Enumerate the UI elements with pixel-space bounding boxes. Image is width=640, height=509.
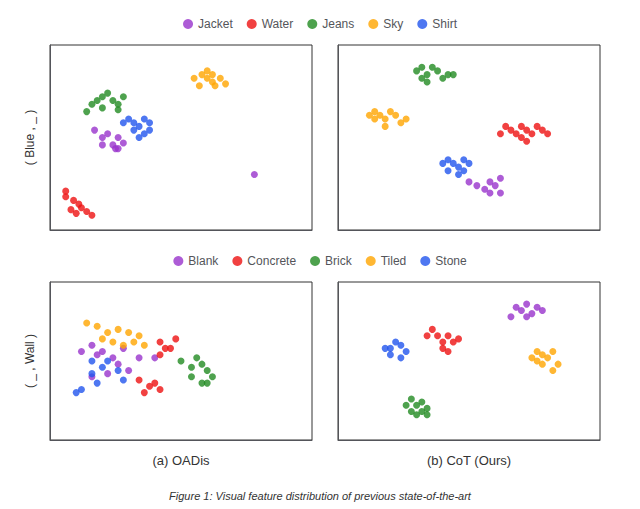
svg-text:( Blue , _ ): ( Blue , _ )	[23, 110, 37, 165]
svg-text:(b) CoT (Ours): (b) CoT (Ours)	[427, 453, 511, 468]
svg-text:Stone: Stone	[435, 254, 467, 268]
svg-text:(a) OADis: (a) OADis	[152, 453, 210, 468]
svg-text:( _ , Wall ): ( _ , Wall )	[23, 334, 37, 388]
svg-text:Concrete: Concrete	[247, 254, 296, 268]
svg-text:Brick: Brick	[325, 254, 353, 268]
svg-text:Jeans: Jeans	[322, 17, 354, 31]
svg-text:Tiled: Tiled	[381, 254, 407, 268]
svg-text:Water: Water	[262, 17, 294, 31]
svg-text:Shirt: Shirt	[432, 17, 457, 31]
svg-text:Figure 1: Visual feature distr: Figure 1: Visual feature distribution of…	[169, 490, 472, 502]
svg-text:Blank: Blank	[188, 254, 219, 268]
svg-text:Sky: Sky	[383, 17, 403, 31]
svg-text:Jacket: Jacket	[198, 17, 233, 31]
